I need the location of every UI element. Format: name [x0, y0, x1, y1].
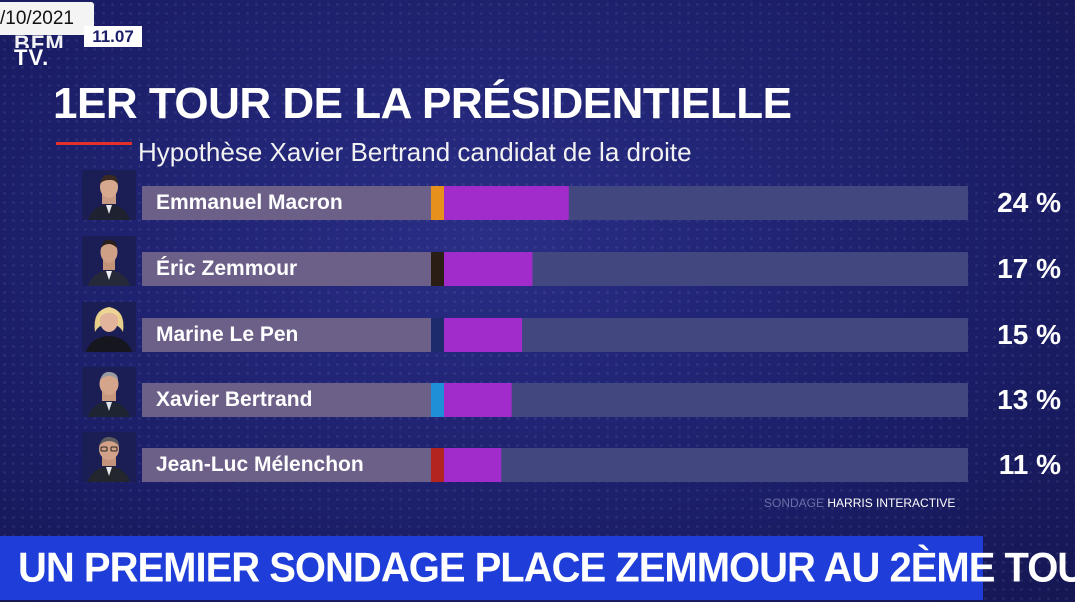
name-plate [142, 318, 431, 352]
value-bar [444, 318, 522, 352]
party-color-marker [431, 186, 444, 220]
candidate-name: Jean-Luc Mélenchon [156, 453, 364, 476]
name-plate [142, 448, 431, 482]
poll-source: SONDAGE HARRIS INTERACTIVE [764, 496, 955, 510]
portrait-zemmour-icon [82, 236, 136, 286]
value-label: 13 % [997, 384, 1061, 415]
value-bar [444, 252, 533, 286]
value-label: 15 % [997, 319, 1061, 350]
name-plate [142, 186, 431, 220]
chart-title: 1ER TOUR DE LA PRÉSIDENTIELLE [53, 79, 792, 128]
candidate-name: Emmanuel Macron [156, 191, 343, 214]
candidate-name: Éric Zemmour [156, 257, 298, 280]
subtitle-accent-line [56, 142, 132, 145]
portrait-lepen-icon [82, 302, 136, 352]
name-plate [142, 252, 431, 286]
portrait-bertrand-icon [82, 367, 136, 417]
party-color-marker [431, 252, 444, 286]
party-color-marker [431, 318, 444, 352]
channel-logo: BFM TV. [14, 34, 65, 70]
ticker-headline: UN PREMIER SONDAGE PLACE ZEMMOUR AU 2ÈME… [18, 544, 1075, 592]
value-bar [444, 186, 569, 220]
value-bar [444, 383, 512, 417]
news-ticker: UN PREMIER SONDAGE PLACE ZEMMOUR AU 2ÈME… [0, 536, 1075, 600]
chart-subtitle: Hypothèse Xavier Bertrand candidat de la… [138, 137, 692, 167]
clock: 11.07 [84, 26, 142, 47]
value-label: 17 % [997, 253, 1061, 284]
logo-bottom: TV. [14, 45, 50, 70]
logo-top: BFM [14, 34, 65, 48]
source-label: SONDAGE [764, 496, 825, 510]
date-badge: /10/2021 [0, 2, 94, 35]
value-label: 24 % [997, 187, 1061, 218]
source-name: HARRIS INTERACTIVE [827, 496, 956, 510]
party-color-marker [431, 383, 444, 417]
value-bar [444, 448, 502, 482]
portrait-macron-icon [82, 170, 136, 220]
portrait-melenchon-icon [82, 432, 136, 482]
name-plate [142, 383, 431, 417]
value-label: 11 % [998, 449, 1061, 480]
party-color-marker [431, 448, 444, 482]
candidate-name: Marine Le Pen [156, 323, 299, 346]
candidate-name: Xavier Bertrand [156, 388, 313, 411]
